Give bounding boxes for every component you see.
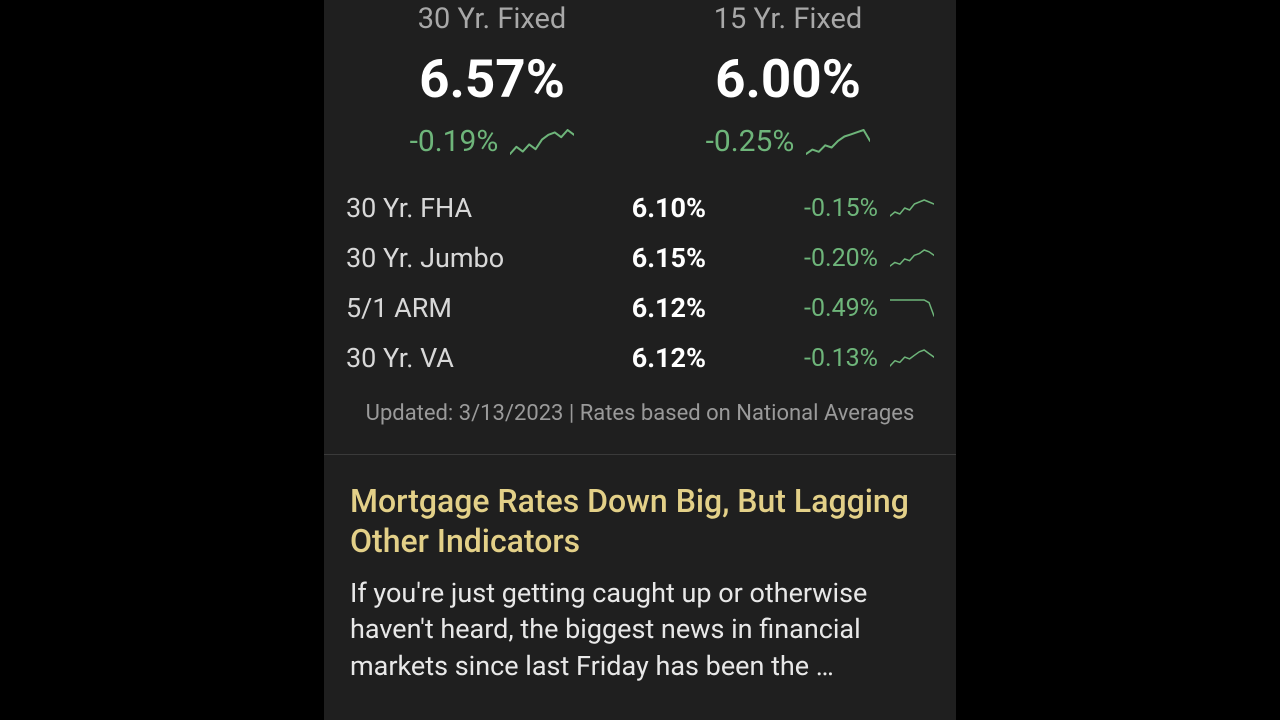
row-name: 5/1 ARM: [346, 292, 606, 324]
article-block[interactable]: Mortgage Rates Down Big, But Lagging Oth…: [324, 455, 956, 684]
row-name: 30 Yr. VA: [346, 342, 606, 374]
rate-table: 30 Yr. FHA 6.10% -0.15% 30 Yr. Jumbo 6.1…: [324, 183, 956, 383]
row-change: -0.13%: [706, 344, 886, 373]
rate-value: 6.57%: [344, 48, 640, 110]
rate-change-row: -0.19%: [344, 124, 640, 159]
featured-rate-30yr-fixed[interactable]: 30 Yr. Fixed 6.57% -0.19%: [344, 0, 640, 159]
rate-label: 15 Yr. Fixed: [640, 2, 936, 36]
sparkline-icon: [890, 299, 934, 317]
row-rate: 6.10%: [606, 192, 706, 224]
rates-panel: 30 Yr. Fixed 6.57% -0.19% 15 Yr. Fixed 6…: [324, 0, 956, 720]
row-name: 30 Yr. Jumbo: [346, 242, 606, 274]
row-change: -0.20%: [706, 244, 886, 273]
sparkline-icon: [890, 249, 934, 267]
row-spark: [886, 199, 934, 217]
row-spark: [886, 299, 934, 317]
sparkline-icon: [890, 349, 934, 367]
article-title: Mortgage Rates Down Big, But Lagging Oth…: [350, 481, 930, 561]
row-rate: 6.12%: [606, 292, 706, 324]
rate-label: 30 Yr. Fixed: [344, 2, 640, 36]
table-row[interactable]: 30 Yr. VA 6.12% -0.13%: [346, 333, 934, 383]
article-body: If you're just getting caught up or othe…: [350, 575, 930, 684]
featured-rates: 30 Yr. Fixed 6.57% -0.19% 15 Yr. Fixed 6…: [324, 0, 956, 159]
rate-change-row: -0.25%: [640, 124, 936, 159]
rate-change: -0.25%: [706, 124, 795, 159]
row-spark: [886, 349, 934, 367]
featured-rate-15yr-fixed[interactable]: 15 Yr. Fixed 6.00% -0.25%: [640, 0, 936, 159]
table-row[interactable]: 5/1 ARM 6.12% -0.49%: [346, 283, 934, 333]
table-row[interactable]: 30 Yr. Jumbo 6.15% -0.20%: [346, 233, 934, 283]
updated-text: Updated: 3/13/2023 | Rates based on Nati…: [324, 401, 956, 454]
sparkline-icon: [890, 199, 934, 217]
sparkline-icon: [806, 129, 870, 155]
row-change: -0.49%: [706, 294, 886, 323]
rate-change: -0.19%: [410, 124, 499, 159]
row-spark: [886, 249, 934, 267]
row-rate: 6.15%: [606, 242, 706, 274]
row-name: 30 Yr. FHA: [346, 192, 606, 224]
row-rate: 6.12%: [606, 342, 706, 374]
sparkline-icon: [510, 129, 574, 155]
table-row[interactable]: 30 Yr. FHA 6.10% -0.15%: [346, 183, 934, 233]
row-change: -0.15%: [706, 194, 886, 223]
rate-value: 6.00%: [640, 48, 936, 110]
